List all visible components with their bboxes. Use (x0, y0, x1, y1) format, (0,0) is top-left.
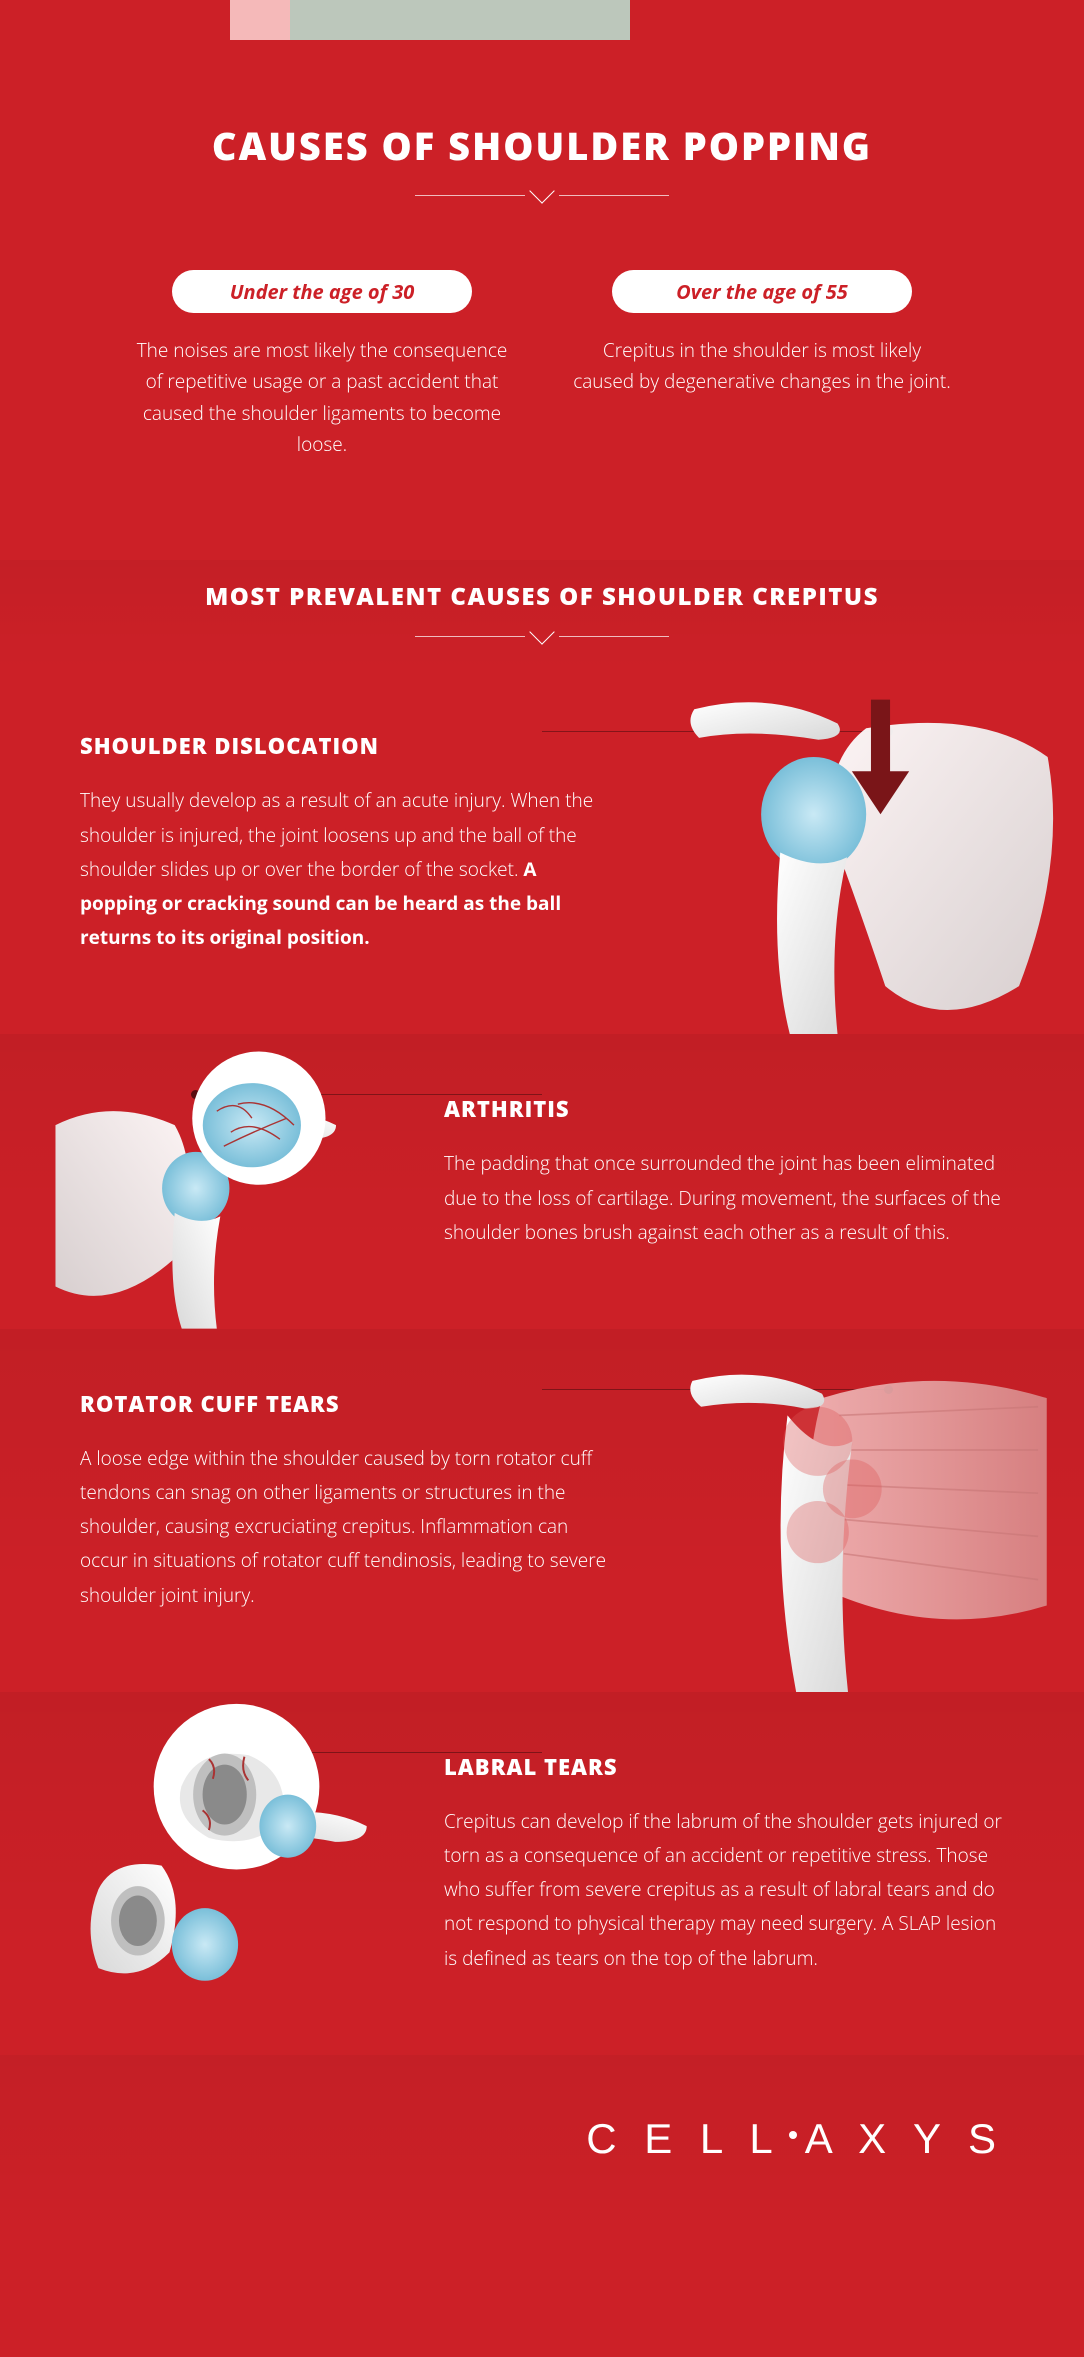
age-description: The noises are most likely the consequen… (132, 335, 512, 460)
cause-text: They usually develop as a result of an a… (80, 783, 610, 954)
arthritis-illustration (0, 1034, 434, 1329)
shoulder-dislocation-illustration (629, 671, 1084, 1034)
cause-text: The padding that once surrounded the joi… (444, 1146, 1004, 1249)
cause-labral-tears: LABRAL TEARS Crepitus can develop if the… (0, 1692, 1084, 2055)
subtitle-divider (40, 631, 1044, 641)
cause-text: A loose edge within the shoulder caused … (80, 1441, 610, 1612)
section-subtitle: MOST PREVALENT CAUSES OF SHOULDER CREPIT… (40, 580, 1044, 613)
labral-tears-illustration (0, 1692, 434, 2055)
age-group-under-30: Under the age of 30 The noises are most … (132, 270, 512, 460)
cause-heading: LABRAL TEARS (444, 1752, 1004, 1782)
main-title-block: CAUSES OF SHOULDER POPPING (0, 40, 1084, 220)
age-description: Crepitus in the shoulder is most likely … (572, 335, 952, 398)
age-group-row: Under the age of 30 The noises are most … (0, 220, 1084, 560)
age-group-over-55: Over the age of 55 Crepitus in the shoul… (572, 270, 952, 460)
age-pill: Under the age of 30 (172, 270, 472, 313)
brand-logo: C E L LA X Y S (586, 2115, 1004, 2163)
title-divider (40, 190, 1044, 200)
cause-heading: ARTHRITIS (444, 1094, 1004, 1124)
rotator-cuff-illustration (629, 1329, 1084, 1692)
cause-arthritis: ARTHRITIS The padding that once surround… (0, 1034, 1084, 1329)
cause-shoulder-dislocation: SHOULDER DISLOCATION They usually develo… (0, 671, 1084, 1034)
age-pill: Over the age of 55 (612, 270, 912, 313)
cause-rotator-cuff: ROTATOR CUFF TEARS A loose edge within t… (0, 1329, 1084, 1692)
page-title: CAUSES OF SHOULDER POPPING (40, 120, 1044, 172)
decorative-topbar (0, 0, 1084, 40)
cause-text: Crepitus can develop if the labrum of th… (444, 1804, 1004, 1975)
subtitle-block: MOST PREVALENT CAUSES OF SHOULDER CREPIT… (0, 560, 1084, 671)
footer: C E L LA X Y S (0, 2055, 1084, 2233)
